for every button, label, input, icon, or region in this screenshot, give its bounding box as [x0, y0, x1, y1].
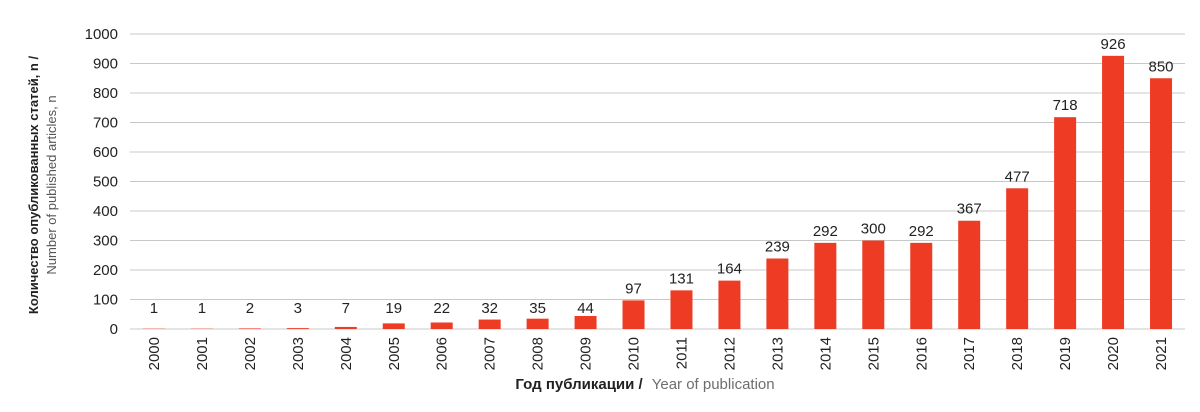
x-tick-label: 2020	[1105, 337, 1122, 370]
x-tick-label: 2005	[386, 337, 403, 370]
y-tick-label: 200	[93, 262, 118, 279]
bar	[1006, 188, 1029, 329]
x-tick-label: 2003	[290, 337, 307, 370]
x-tick-label: 2010	[626, 337, 643, 370]
bar	[910, 242, 933, 329]
data-label: 2	[246, 300, 254, 317]
y-tick-label: 800	[93, 85, 118, 102]
x-axis-title: Год публикации / Year of publication	[515, 376, 774, 393]
bar	[478, 319, 501, 329]
bar	[526, 318, 549, 329]
bar	[622, 300, 645, 329]
data-label: 292	[909, 223, 934, 240]
bar	[286, 328, 309, 329]
data-label: 367	[957, 201, 982, 218]
x-tick-label: 2001	[194, 337, 211, 370]
y-tick-label: 0	[110, 321, 118, 338]
data-label: 22	[433, 300, 450, 317]
data-label: 850	[1149, 58, 1174, 75]
bars	[142, 55, 1173, 330]
bar	[430, 322, 453, 329]
x-tick-label: 2012	[721, 337, 738, 370]
bar	[574, 316, 597, 329]
x-tick-label: 2018	[1009, 337, 1026, 370]
x-tick-label: 2015	[865, 337, 882, 370]
x-tick-label: 2019	[1057, 337, 1074, 370]
x-tick-label: 2000	[146, 337, 163, 370]
bar	[814, 242, 837, 329]
gridlines	[130, 33, 1185, 330]
x-axis-ticks: 2000 2001 2002 2003 2004 2005 2006 2007 2008 2009…	[146, 337, 1170, 370]
x-axis-title-ru: Год публикации /	[515, 376, 643, 393]
data-label: 292	[813, 223, 838, 240]
data-label: 7	[342, 300, 350, 317]
x-tick-label: 2008	[530, 337, 547, 370]
data-labels: 1 1 2 3 7 19 22 32 35 44 97 131 164 239 292 300 292 367 47…	[150, 36, 1174, 317]
x-tick-label: 2021	[1153, 337, 1170, 370]
y-tick-label: 400	[93, 203, 118, 220]
data-label: 1	[198, 300, 206, 317]
data-label: 164	[717, 261, 742, 278]
y-tick-label: 100	[93, 292, 118, 309]
data-label: 3	[294, 300, 302, 317]
bar	[1054, 117, 1077, 329]
x-tick-label: 2006	[434, 337, 451, 370]
y-axis-title-ru: Количество опубликованных статей, n /	[26, 56, 41, 315]
data-label: 32	[481, 300, 498, 317]
x-tick-label: 2014	[817, 337, 834, 370]
x-axis-title-en: Year of publication	[652, 376, 775, 393]
x-tick-label: 2013	[769, 337, 786, 370]
x-tick-label: 2017	[961, 337, 978, 370]
y-axis-ticks: 0 100 200 300 400 500 600 700 800 900 1000	[85, 26, 118, 338]
bar	[862, 240, 885, 329]
data-label: 19	[385, 300, 402, 317]
y-axis-title-en: Number of published articles, n	[44, 95, 59, 274]
bar	[766, 258, 789, 329]
y-tick-label: 700	[93, 115, 118, 132]
y-tick-label: 300	[93, 233, 118, 250]
y-tick-label: 500	[93, 174, 118, 191]
x-tick-label: 2009	[578, 337, 595, 370]
bar	[958, 220, 981, 329]
bar	[718, 280, 741, 329]
bar	[1102, 55, 1125, 330]
x-tick-label: 2016	[913, 337, 930, 370]
x-tick-label: 2007	[482, 337, 499, 370]
y-tick-label: 900	[93, 56, 118, 73]
bar	[382, 323, 405, 329]
data-label: 300	[861, 221, 886, 238]
y-tick-label: 1000	[85, 26, 118, 43]
bar	[238, 328, 261, 329]
x-tick-label: 2004	[338, 337, 355, 370]
bar	[334, 326, 357, 329]
data-label: 926	[1101, 36, 1126, 53]
bar	[1150, 78, 1173, 329]
y-tick-label: 600	[93, 144, 118, 161]
data-label: 239	[765, 238, 790, 255]
x-tick-label: 2002	[242, 337, 259, 370]
data-label: 477	[1005, 168, 1030, 185]
y-axis-title: Количество опубликованных статей, n / Nu…	[26, 56, 59, 315]
data-label: 44	[577, 300, 594, 317]
bar	[670, 290, 693, 329]
data-label: 131	[669, 270, 694, 287]
x-tick-label: 2011	[673, 337, 690, 369]
data-label: 97	[625, 280, 642, 297]
data-label: 718	[1053, 97, 1078, 114]
data-label: 1	[150, 300, 158, 317]
data-label: 35	[529, 300, 546, 317]
